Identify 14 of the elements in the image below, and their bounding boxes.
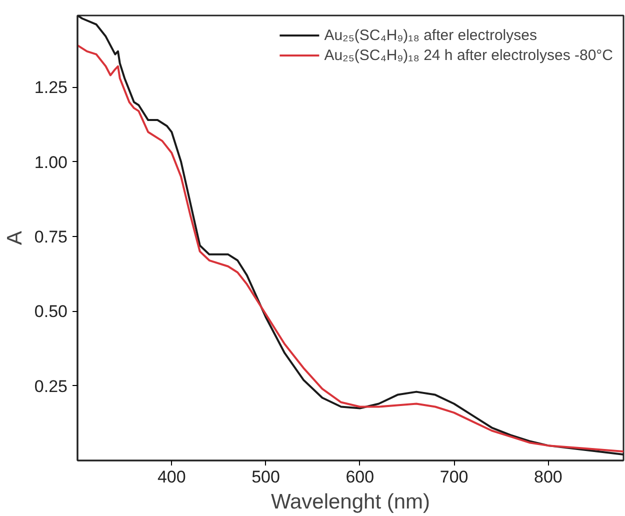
y-tick-label: 0.25: [34, 376, 68, 396]
x-axis-title: Wavelenght (nm): [270, 490, 430, 514]
y-tick-label: 1.00: [34, 152, 68, 172]
y-tick-label: 1.25: [34, 78, 68, 98]
y-axis-title: A: [3, 230, 26, 246]
legend-label: Au₂₅(SC₄H₉)₁₈ after electrolyses: [324, 26, 537, 44]
x-tick-label: 800: [534, 468, 562, 486]
x-tick-label: 400: [157, 468, 186, 486]
x-tick-label: 600: [346, 468, 374, 486]
x-tick-label: 500: [252, 468, 280, 486]
y-tick-label: 0.50: [34, 302, 68, 322]
y-tick-label: 0.75: [34, 228, 68, 247]
x-tick-label: 700: [440, 468, 468, 486]
legend-label: Au₂₅(SC₄H₉)₁₈ 24 h after electrolyses -80°C: [324, 46, 613, 64]
